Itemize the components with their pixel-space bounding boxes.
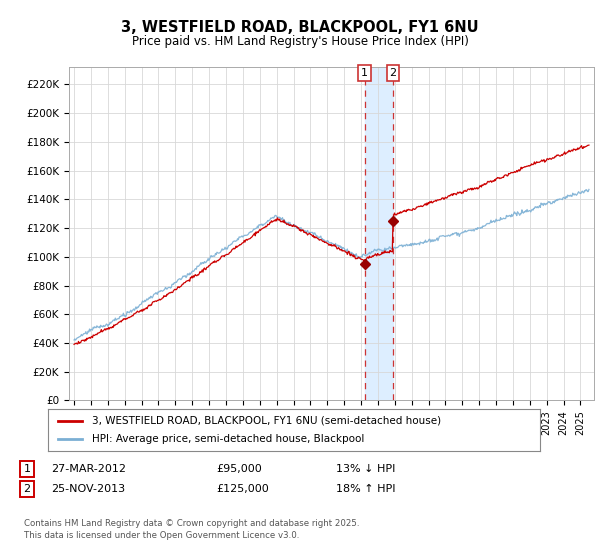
Text: £125,000: £125,000: [216, 484, 269, 494]
Text: 13% ↓ HPI: 13% ↓ HPI: [336, 464, 395, 474]
Text: 1: 1: [361, 68, 368, 78]
Text: Contains HM Land Registry data © Crown copyright and database right 2025.
This d: Contains HM Land Registry data © Crown c…: [24, 519, 359, 540]
Text: £95,000: £95,000: [216, 464, 262, 474]
Text: 27-MAR-2012: 27-MAR-2012: [51, 464, 126, 474]
Text: HPI: Average price, semi-detached house, Blackpool: HPI: Average price, semi-detached house,…: [92, 434, 365, 444]
Bar: [365, 67, 393, 400]
Text: 3, WESTFIELD ROAD, BLACKPOOL, FY1 6NU: 3, WESTFIELD ROAD, BLACKPOOL, FY1 6NU: [121, 20, 479, 35]
Text: 3, WESTFIELD ROAD, BLACKPOOL, FY1 6NU (semi-detached house): 3, WESTFIELD ROAD, BLACKPOOL, FY1 6NU (s…: [92, 416, 442, 426]
Text: Price paid vs. HM Land Registry's House Price Index (HPI): Price paid vs. HM Land Registry's House …: [131, 35, 469, 48]
Text: 2: 2: [389, 68, 397, 78]
Text: 25-NOV-2013: 25-NOV-2013: [51, 484, 125, 494]
Text: 18% ↑ HPI: 18% ↑ HPI: [336, 484, 395, 494]
Text: 2: 2: [23, 484, 31, 494]
Text: 1: 1: [23, 464, 31, 474]
